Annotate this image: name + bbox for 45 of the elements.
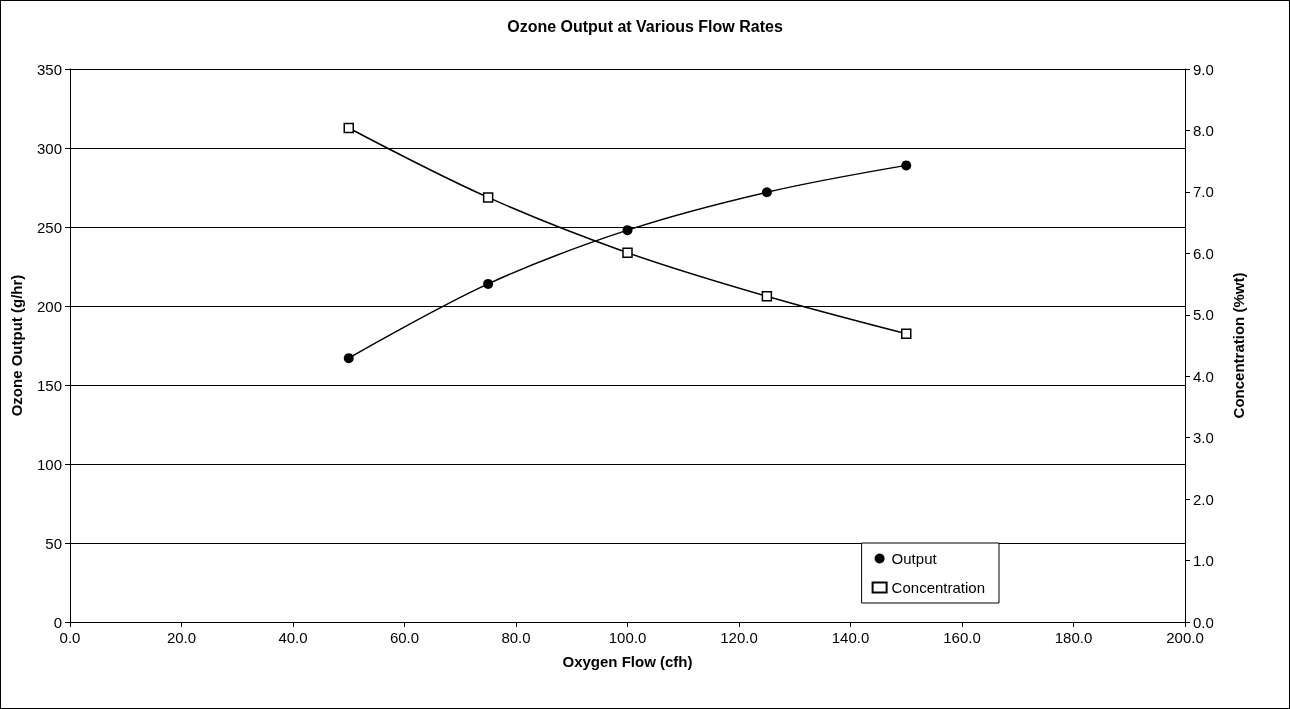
point [901, 328, 912, 340]
y2-tick-label: 1.0 [1193, 552, 1214, 570]
x-tick-label: 80.0 [501, 629, 531, 646]
y-tick-label: 200 [36, 297, 62, 315]
legend-label: Concentration [891, 579, 986, 596]
x-axis-title: Oxygen Flow (cfh) [562, 653, 693, 670]
y2-tick-label: 3.0 [1193, 429, 1214, 447]
y2-tick-label: 9.0 [1193, 60, 1214, 78]
y-tick-label: 350 [36, 60, 62, 78]
y2-tick-label: 4.0 [1193, 367, 1214, 385]
x-tick-label: 60.0 [389, 629, 420, 646]
x-tick-label: 40.0 [278, 629, 308, 646]
y2-tick-label: 5.0 [1193, 306, 1214, 324]
point [901, 160, 912, 171]
point [622, 247, 633, 258]
chart-title: Ozone Output at Various Flow Rates [507, 17, 783, 35]
y2-axis-title: Concentration (%wt) [1230, 272, 1247, 419]
x-tick-label: 180.0 [1054, 629, 1093, 646]
x-tick-label: 20.0 [166, 629, 197, 646]
point [622, 225, 633, 236]
x-tick-label: 120.0 [720, 629, 758, 646]
y-axis-title: Ozone Output (g/hr) [8, 274, 25, 417]
point [761, 187, 772, 198]
point [343, 122, 354, 134]
y-tick-label: 100 [36, 455, 62, 473]
point [483, 278, 494, 289]
point [343, 353, 354, 364]
y2-tick-label: 8.0 [1193, 121, 1214, 139]
x-tick-label: 160.0 [943, 629, 981, 646]
point [761, 291, 773, 302]
y-tick-label: 150 [36, 376, 62, 394]
point [482, 192, 494, 203]
y2-tick-label: 6.0 [1193, 244, 1214, 262]
x-tick-label: 0.0 [59, 629, 81, 646]
legend-label: Output [891, 550, 938, 567]
y-tick-label: 300 [36, 139, 62, 157]
y-tick-label: 50 [45, 534, 62, 552]
x-tick-label: 100.0 [608, 629, 647, 646]
y2-tick-label: 7.0 [1193, 183, 1214, 201]
y2-tick-label: 0.0 [1193, 613, 1214, 631]
y-tick-label: 250 [36, 218, 62, 236]
x-tick-label: 200.0 [1166, 629, 1204, 646]
x-tick-label: 140.0 [831, 629, 870, 646]
y-tick-label: 0 [53, 613, 62, 631]
y2-tick-label: 2.0 [1193, 490, 1214, 508]
